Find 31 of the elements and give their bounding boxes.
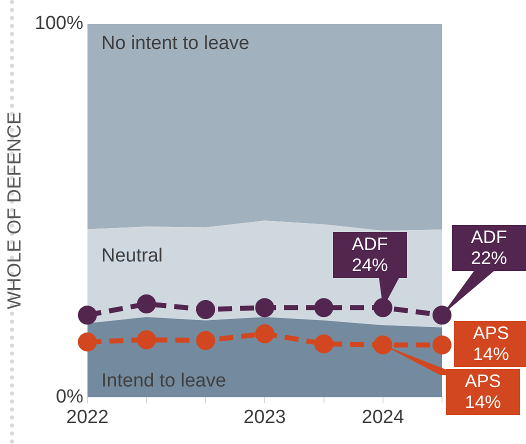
y-tick-label: 0% [56,386,84,408]
x-tick-label: 2022 [66,406,109,428]
point [136,294,156,314]
point [255,324,274,344]
text: ADF [471,227,507,248]
series-label: No intent to leave [101,33,250,54]
point [373,298,392,318]
x-tick-label: 2024 [362,406,404,428]
point [136,330,156,350]
data-label: 24% [350,254,389,276]
point [78,306,97,325]
point [78,332,97,352]
point [314,334,334,354]
x-tick-label: 2023 [244,406,286,428]
point [255,298,274,318]
text: ADF [350,234,389,255]
data-label: 14% [464,392,502,413]
point [373,335,392,354]
point [196,330,216,350]
point [196,300,216,319]
data-label: 22% [470,248,508,270]
data-label: 14% [472,344,510,365]
y-tick-label: 100% [34,13,84,34]
text: APS [464,370,501,391]
point [314,298,334,318]
point [432,335,452,354]
series-label: APS [472,322,510,344]
series-label: Intend to leave [101,370,226,392]
y-axis-title: WHOLE OF DEFENCE [4,112,26,310]
series-label: Neutral [101,246,163,267]
point [432,306,452,325]
